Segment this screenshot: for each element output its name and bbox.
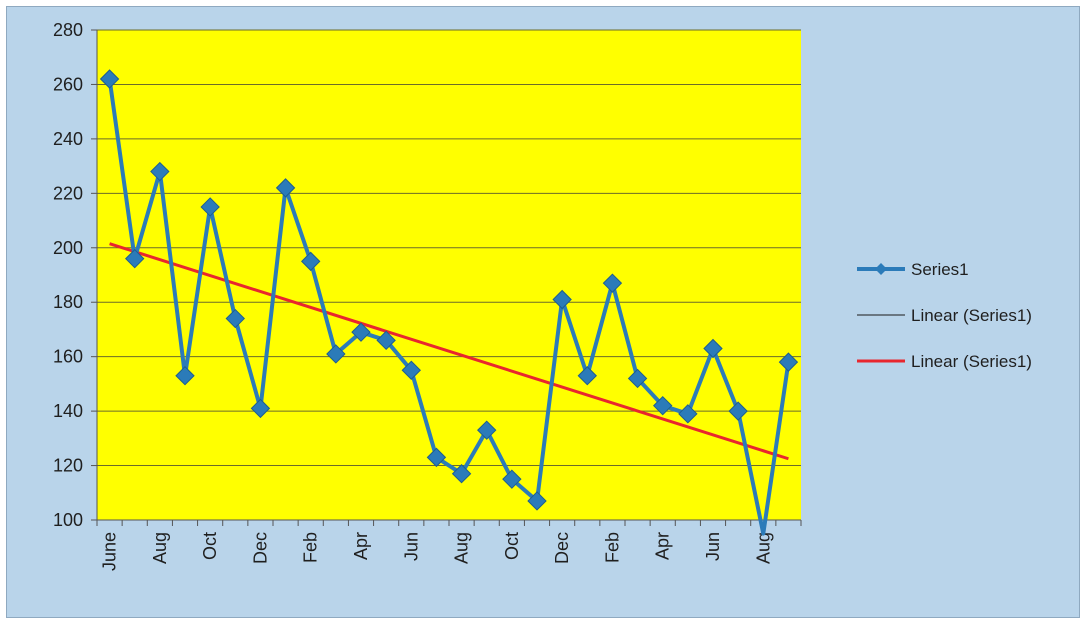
y-tick-label: 180 <box>53 292 83 312</box>
data-point <box>426 447 447 468</box>
y-tick-label: 220 <box>53 183 83 203</box>
data-point <box>351 322 371 342</box>
data-point <box>150 161 170 182</box>
data-point <box>778 352 799 372</box>
chart-frame: 100 120 140 160 180 200 220 240 260 280 June Aug Oc… <box>6 6 1080 618</box>
data-point <box>125 248 145 269</box>
y-tick-label: 140 <box>53 401 83 421</box>
x-tick-label: Apr <box>351 532 371 560</box>
data-point <box>376 330 396 351</box>
legend: Series1 Linear (Series1) Linear (Series1) <box>857 260 1032 371</box>
data-point <box>552 289 572 310</box>
axes <box>96 30 802 526</box>
x-tick-label: Feb <box>602 532 622 563</box>
x-tick-labels: June Aug Oct Dec Feb Apr Jun Aug Oct Dec Feb Apr Jun… <box>100 532 774 571</box>
data-point <box>250 398 271 419</box>
line-chart: 100 120 140 160 180 200 220 240 260 280 June Aug Oc… <box>53 20 1032 571</box>
series-layer <box>99 69 799 536</box>
data-point <box>451 464 472 484</box>
x-tick-label: Aug <box>150 532 170 564</box>
x-tick-label: Apr <box>653 532 673 560</box>
legend-label-series1: Series1 <box>911 260 969 279</box>
data-point <box>477 420 497 440</box>
data-point <box>301 251 321 272</box>
data-point <box>99 69 120 89</box>
data-point <box>678 404 698 424</box>
data-point <box>175 366 195 386</box>
data-point <box>577 366 597 386</box>
legend-label-trend-black: Linear (Series1) <box>911 306 1032 325</box>
data-point <box>627 368 648 389</box>
x-tick-label: Feb <box>301 532 321 563</box>
y-tick-label: 200 <box>53 238 83 258</box>
trendline-linear <box>109 242 789 461</box>
x-tick-label: June <box>100 532 120 571</box>
data-point <box>225 308 245 329</box>
data-point <box>602 273 623 293</box>
y-tick-labels: 100 120 140 160 180 200 220 240 260 280 <box>53 20 83 530</box>
data-point <box>275 178 296 198</box>
y-tick-label: 260 <box>53 74 83 94</box>
plot-area <box>97 30 801 520</box>
legend-label-trend-red: Linear (Series1) <box>911 352 1032 371</box>
x-tick-label: Oct <box>200 532 220 560</box>
y-tick-label: 100 <box>53 510 83 530</box>
data-point <box>200 197 220 217</box>
x-tick-label: Jun <box>703 532 723 561</box>
data-point <box>703 338 723 359</box>
trendlines <box>109 242 789 461</box>
x-tick-label: Oct <box>502 532 522 560</box>
gridlines <box>91 29 801 521</box>
data-point <box>401 360 421 380</box>
data-point <box>527 491 547 511</box>
y-tick-label: 120 <box>53 456 83 476</box>
series-line <box>107 78 791 536</box>
data-point <box>326 344 346 364</box>
x-tick-label: Jun <box>401 532 421 561</box>
data-point <box>728 401 748 421</box>
y-tick-label: 280 <box>53 20 83 40</box>
y-tick-label: 240 <box>53 129 83 149</box>
data-point <box>502 469 522 489</box>
y-tick-label: 160 <box>53 347 83 367</box>
x-tick-label: Dec <box>552 532 572 564</box>
x-tick-label: Aug <box>753 532 773 564</box>
x-tick-label: Aug <box>452 532 472 564</box>
data-point <box>653 395 673 416</box>
x-tick-label: Dec <box>250 532 270 564</box>
legend-marker-series1 <box>875 263 887 275</box>
